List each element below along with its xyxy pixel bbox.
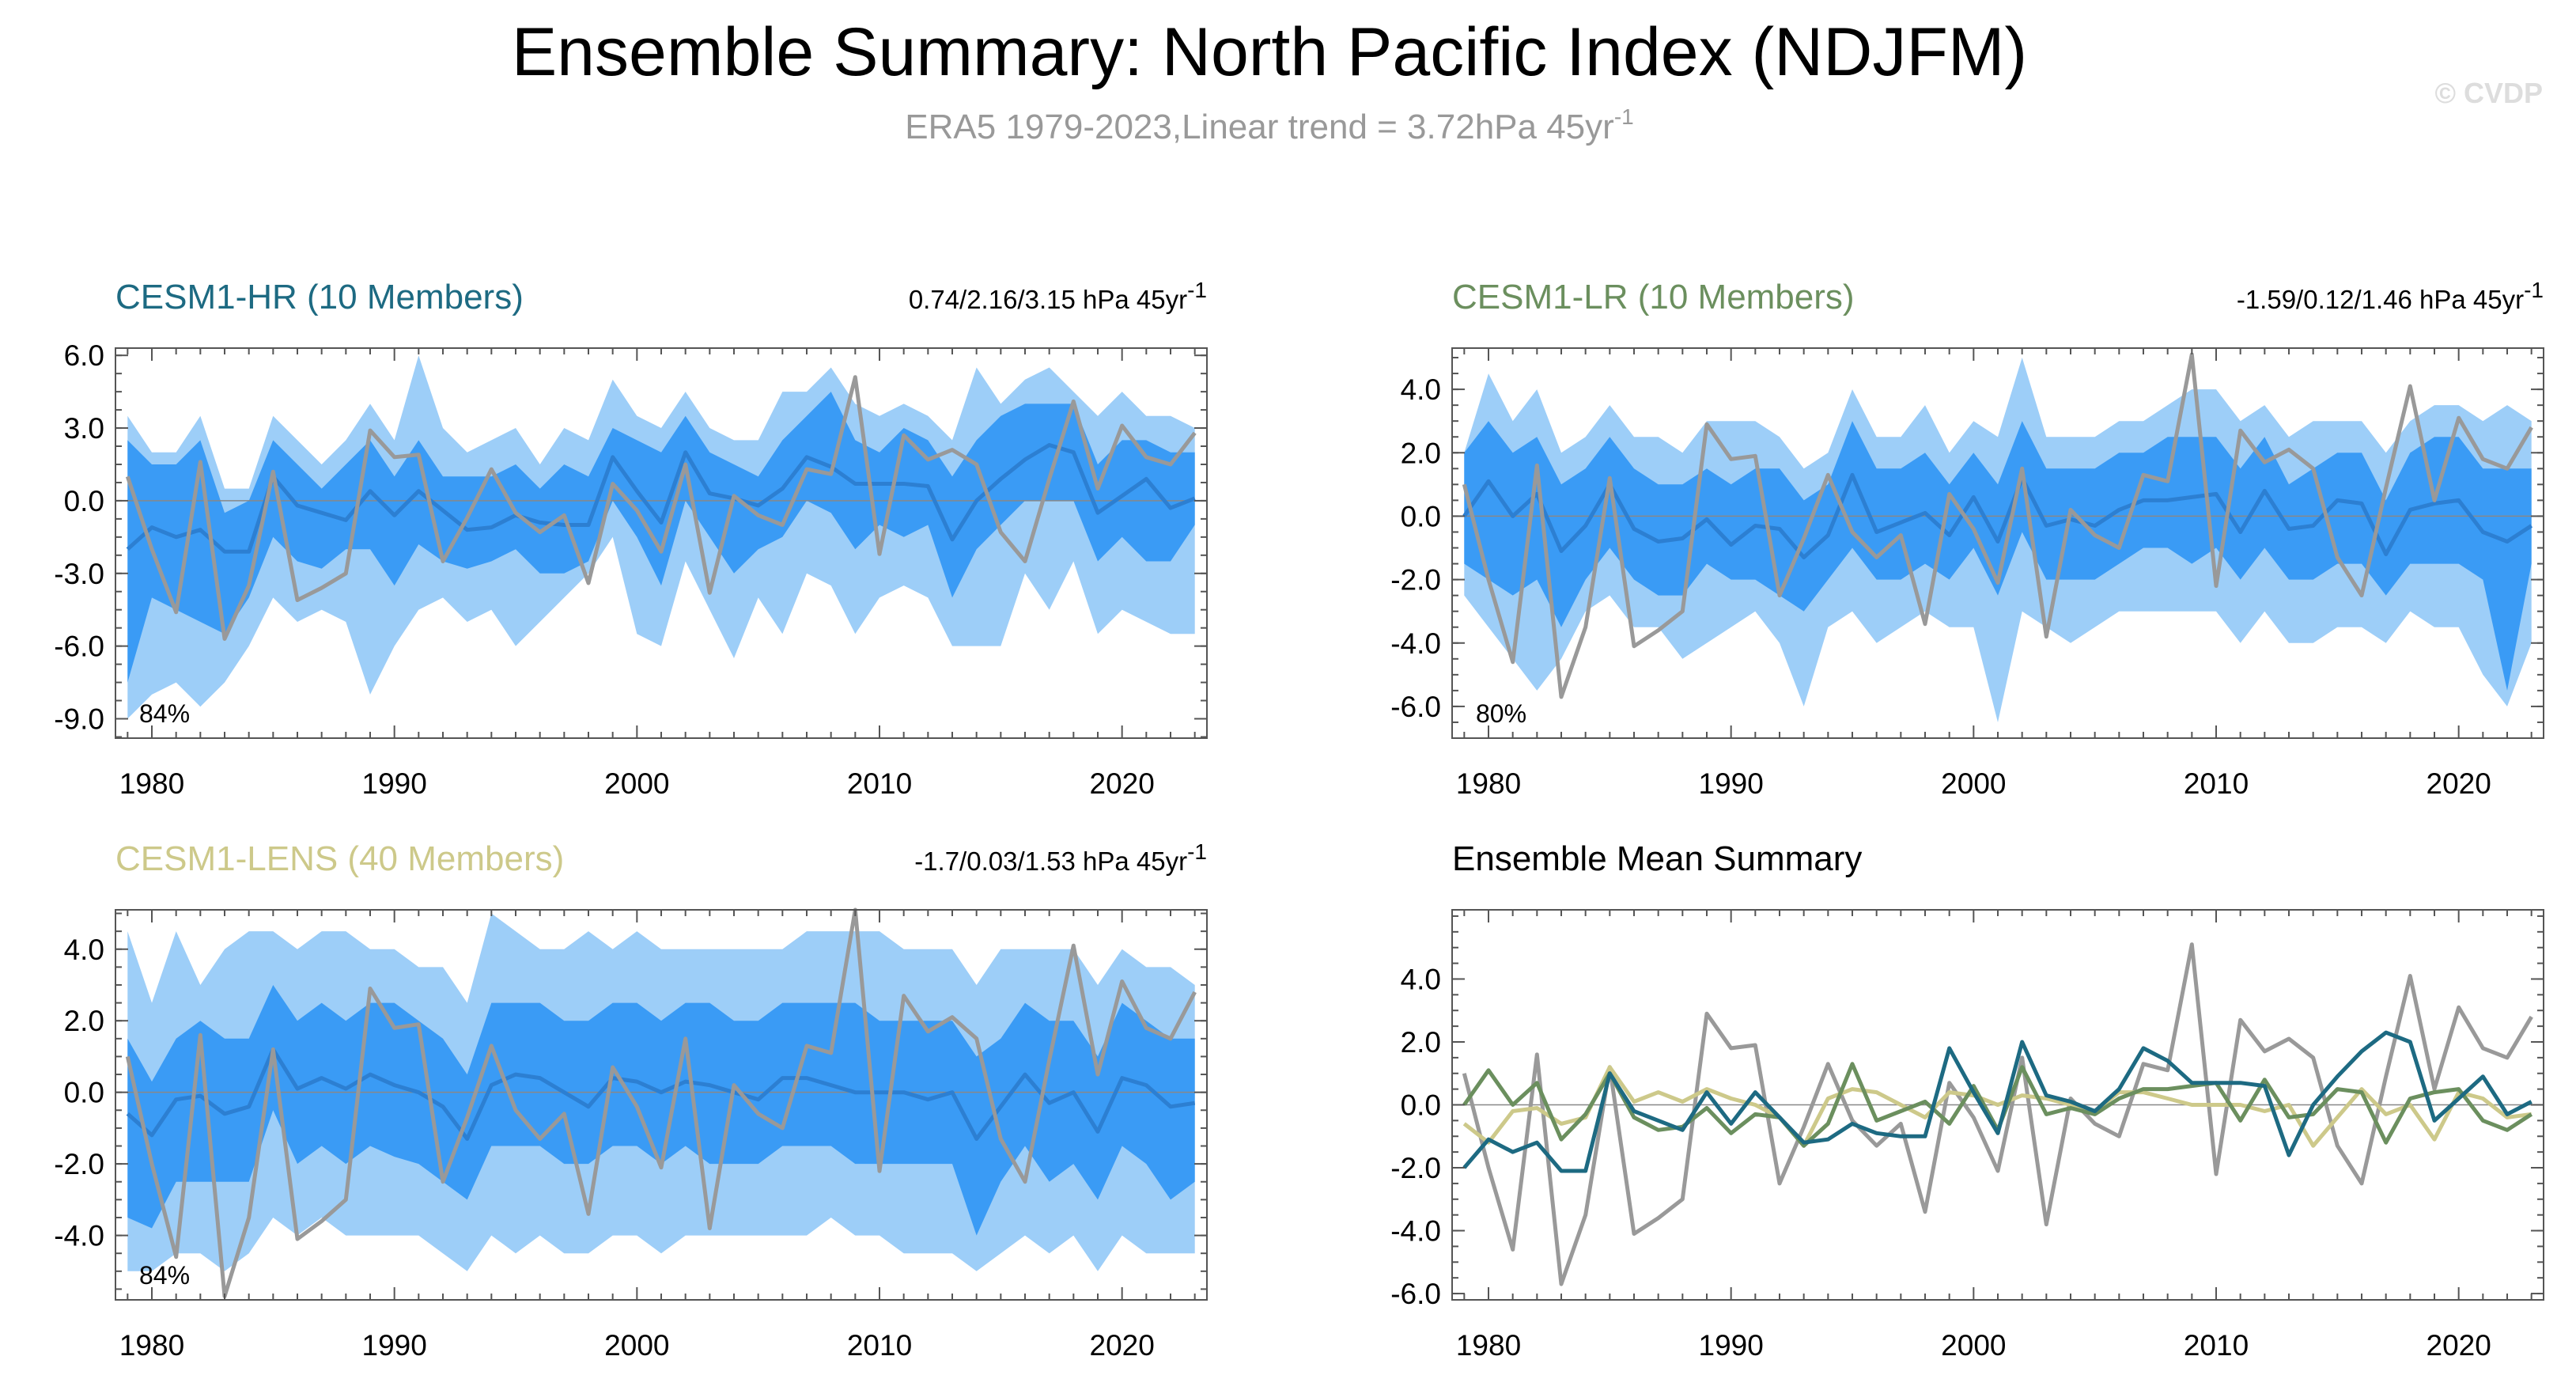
obs-line [125,375,1197,641]
ytick-label: 2.0 [1401,1026,1441,1059]
trend-text: -1.59/0.12/1.46 hPa 45yr [2237,285,2524,314]
xtick-label: 2010 [2184,1329,2249,1362]
ytick-label: -2.0 [1390,1152,1441,1184]
ytick-label: -4.0 [54,1220,104,1252]
ytick-label: 4.0 [1401,373,1441,406]
figure-subtitle: ERA5 1979-2023,Linear trend = 3.72hPa 45… [905,104,1633,146]
obs-line [1462,352,2533,699]
panel-title: CESM1-LR (10 Members) [1452,278,1855,316]
ensemble-mean-line [1462,472,2533,559]
ytick-label: 4.0 [1401,963,1441,995]
xtick-label: 1990 [362,767,427,800]
subtitle-superscript: -1 [1614,104,1634,129]
ytick-label: 2.0 [64,1005,104,1037]
xtick-label: 2020 [2427,1329,2491,1362]
ytick-label: -3.0 [54,558,104,590]
xtick-label: 1980 [119,767,184,800]
ytick-label: 0.0 [64,1077,104,1109]
trend-label: -1.59/0.12/1.46 hPa 45yr-1 [2237,278,2544,314]
trend-label: 0.74/2.16/3.15 hPa 45yr-1 [909,278,1207,314]
band-25-75 [127,392,1195,683]
xtick-label: 1980 [1456,1329,1521,1362]
ytick-label: -6.0 [54,631,104,663]
watermark: © CVDP [2434,77,2543,109]
ytick-label: 2.0 [1401,437,1441,469]
xtick-label: 1990 [1699,1329,1764,1362]
percent-label: 84% [139,699,190,728]
ytick-label: -4.0 [1390,1215,1441,1248]
xtick-label: 1980 [1456,767,1521,800]
series-cesm1-hr [1462,1030,2532,1173]
ytick-label: 0.0 [1401,500,1441,532]
panel-cesm1-lr: CESM1-LR (10 Members) -1.59/0.12/1.46 hPa… [1390,278,2544,800]
ensemble-mean-line [126,1047,1196,1141]
ytick-label: -9.0 [54,703,104,736]
panel-title: CESM1-HR (10 Members) [115,278,524,316]
panel-title: CESM1-LENS (40 Members) [115,839,564,878]
xtick-label: 2000 [1941,1329,2006,1362]
xtick-label: 1980 [119,1329,184,1362]
xtick-label: 2010 [847,767,912,800]
ytick-label: 6.0 [64,339,104,372]
ytick-label: 0.0 [1401,1089,1441,1122]
ytick-label: 3.0 [64,412,104,445]
panel-title: Ensemble Mean Summary [1452,839,1862,878]
ytick-label: 0.0 [64,485,104,517]
band-25-75 [1464,421,2532,691]
trend-label: -1.7/0.03/1.53 hPa 45yr-1 [914,839,1207,876]
panel-cesm1-hr: CESM1-HR (10 Members) 0.74/2.16/3.15 hPa … [54,278,1208,800]
panel-ensemble-mean-summary: Ensemble Mean Summary 4.0 2.0 0.0 -2.0 -4.0 -6… [1390,839,2544,1362]
band-25-75 [127,985,1195,1236]
percent-label: 84% [139,1261,190,1290]
xtick-label: 2020 [1090,1329,1155,1362]
xtick-label: 2010 [2184,767,2249,800]
series-cesm1-lens [1462,1065,2532,1148]
ytick-label: -2.0 [1390,564,1441,597]
xtick-label: 2000 [604,767,669,800]
ensemble-mean-line [126,443,1196,554]
ytick-label: -2.0 [54,1148,104,1180]
trend-text: -1.7/0.03/1.53 hPa 45yr [914,847,1187,876]
obs-line [125,907,1197,1298]
ytick-label: -4.0 [1390,627,1441,660]
trend-superscript: -1 [1187,278,1207,302]
ytick-label: -6.0 [1390,691,1441,723]
panel-cesm1-lens: CESM1-LENS (40 Members) -1.7/0.03/1.53 hP… [54,839,1208,1362]
xtick-label: 2020 [1090,767,1155,800]
trend-text: 0.74/2.16/3.15 hPa 45yr [909,285,1187,314]
trend-superscript: -1 [2524,278,2544,302]
ytick-label: -6.0 [1390,1278,1441,1310]
subtitle-text: ERA5 1979-2023,Linear trend = 3.72hPa 45… [905,108,1614,146]
percent-label: 80% [1476,699,1526,728]
series-era5 [1462,942,2533,1286]
trend-superscript: -1 [1187,839,1207,864]
xtick-label: 2020 [2427,767,2491,800]
figure-title: Ensemble Summary: North Pacific Index (N… [512,14,2027,90]
xtick-label: 2000 [604,1329,669,1362]
xtick-label: 2010 [847,1329,912,1362]
xtick-label: 1990 [362,1329,427,1362]
xtick-label: 2000 [1941,767,2006,800]
xtick-label: 1990 [1699,767,1764,800]
panels: CESM1-HR (10 Members) 0.74/2.16/3.15 hPa … [54,278,2544,1362]
ytick-label: 4.0 [64,934,104,966]
